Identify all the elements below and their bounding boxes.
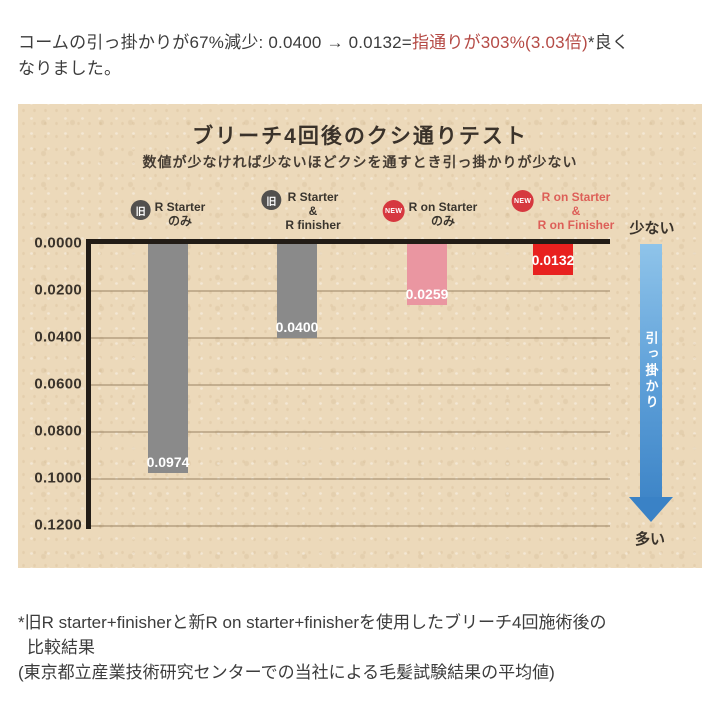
footnote-line1: *旧R starter+finisherと新R on starter+finis…: [18, 613, 607, 632]
old-badge-icon: 旧: [261, 190, 282, 210]
gridline: [91, 478, 610, 480]
y-tick-label: 0.0600: [34, 375, 82, 393]
legend-item-new-starter: NEW R on Starter のみ: [382, 200, 478, 228]
arrow-label-many: 多い: [634, 531, 666, 548]
y-tick-label: 0.0000: [34, 234, 82, 252]
y-tick-label: 0.0400: [34, 328, 82, 346]
bar-value-label: 0.0400: [275, 319, 319, 335]
down-arrow-icon: 引っ掛かり: [640, 244, 662, 497]
legend-item-old-starter-finisher: 旧 R Starter & R finisher: [261, 190, 341, 232]
legend-label: のみ: [430, 214, 455, 228]
legend-label: のみ: [167, 214, 192, 228]
footnote-line3: (東京都立産業技術研究センターでの当社による毛髪試験結果の平均値): [18, 663, 555, 682]
legend-label: R on Starter: [541, 190, 611, 204]
gridline: [91, 290, 610, 292]
legend-label: R finisher: [285, 218, 341, 232]
legend-item-old-starter: 旧 R Starter のみ: [130, 200, 206, 228]
legend-label: R on Finisher: [537, 218, 615, 232]
footnote: *旧R starter+finisherと新R on starter+finis…: [18, 610, 708, 685]
header-line2: なりました。: [18, 59, 122, 78]
legend-label: R on Starter: [408, 200, 478, 214]
arrow-axis-label: 引っ掛かり: [643, 330, 659, 411]
y-tick-label: 0.1200: [34, 516, 82, 534]
bar-new-starter-finisher: 0.0132: [531, 244, 575, 275]
y-axis-line: [86, 239, 91, 529]
chart-subtitle: 数値が少なければ少ないほどクシを通すとき引っ掛かりが少ない: [142, 154, 578, 170]
down-arrowhead-icon: [629, 497, 673, 522]
y-tick-label: 0.0800: [34, 422, 82, 440]
gridline: [91, 384, 610, 386]
new-badge-icon: NEW: [511, 190, 534, 212]
bar-new-starter: 0.0259: [405, 244, 449, 305]
chart-panel: ブリーチ4回後のクシ通りテスト 数値が少なければ少ないほどクシを通すとき引っ掛か…: [18, 104, 702, 568]
gridline: [91, 431, 610, 433]
footnote-line2: 比較結果: [27, 638, 95, 657]
bar-old-starter: 0.0974: [146, 244, 190, 473]
bar-value-label: 0.0132: [531, 251, 575, 268]
y-tick-label: 0.1000: [34, 469, 82, 487]
legend-label: &: [571, 204, 581, 218]
header-line1-tail: *良く: [587, 33, 630, 52]
header-text: コームの引っ掛かりが67%減少: 0.0400 → 0.0132=指通りが303…: [18, 30, 708, 82]
y-tick-label: 0.0200: [34, 281, 82, 299]
bar-value-label: 0.0974: [146, 454, 190, 470]
header-line1-red: 指通りが303%(3.03倍): [411, 33, 588, 52]
gridline: [91, 337, 610, 339]
legend-label: &: [308, 204, 318, 218]
legend-item-new-starter-finisher: NEW R on Starter & R on Finisher: [511, 190, 615, 232]
bar-value-label: 0.0259: [405, 286, 449, 302]
bar-old-starter-finisher: 0.0400: [275, 244, 319, 338]
header-line1-black: コームの引っ掛かりが67%減少: 0.0400 → 0.0132=: [18, 33, 412, 52]
gridline: [91, 525, 610, 527]
legend-label: R Starter: [154, 200, 206, 214]
new-badge-icon: NEW: [382, 200, 405, 222]
chart-title: ブリーチ4回後のクシ通りテスト: [192, 125, 528, 148]
arrow-label-few: 少ない: [629, 220, 675, 237]
x-axis-line: [86, 239, 610, 244]
legend-label: R Starter: [287, 190, 339, 204]
old-badge-icon: 旧: [130, 200, 151, 220]
